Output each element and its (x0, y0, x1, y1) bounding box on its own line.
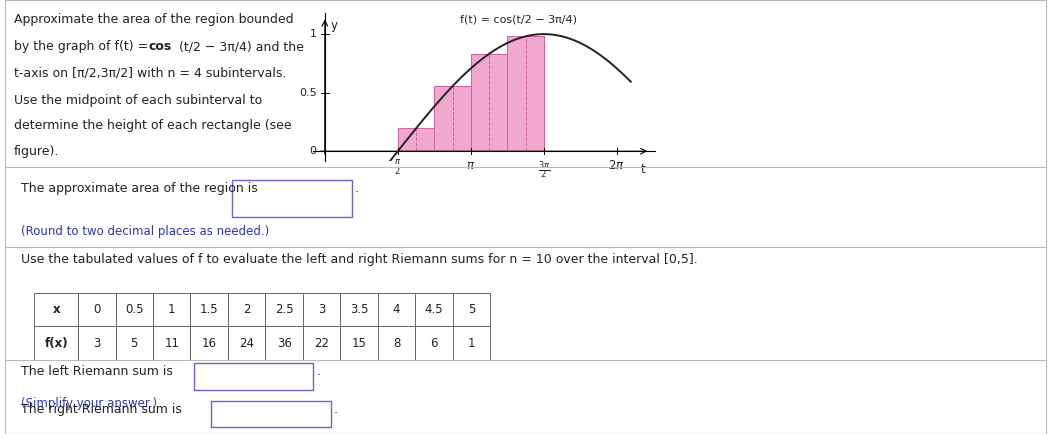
FancyBboxPatch shape (35, 293, 78, 326)
Text: 3: 3 (94, 337, 101, 350)
Text: determine the height of each rectangle (see: determine the height of each rectangle (… (15, 118, 292, 132)
Text: 2: 2 (243, 303, 250, 316)
Text: (Round to two decimal places as needed.): (Round to two decimal places as needed.) (21, 225, 269, 238)
Bar (471, 54, 508, 151)
Text: 3.5: 3.5 (350, 303, 368, 316)
Text: 5: 5 (468, 303, 475, 316)
Text: 6: 6 (430, 337, 437, 350)
Text: (t/2 − 3π/4) and the: (t/2 − 3π/4) and the (174, 40, 304, 53)
FancyBboxPatch shape (415, 293, 453, 326)
Text: 8: 8 (393, 337, 400, 350)
FancyBboxPatch shape (303, 326, 341, 360)
FancyBboxPatch shape (193, 363, 313, 390)
Text: 16: 16 (202, 337, 217, 350)
Text: (Simplify your answer.): (Simplify your answer.) (21, 397, 157, 410)
Text: $\pi$: $\pi$ (467, 159, 475, 172)
FancyBboxPatch shape (78, 293, 116, 326)
Bar (508, 36, 543, 151)
FancyBboxPatch shape (232, 180, 352, 217)
Text: f(x): f(x) (44, 337, 68, 350)
Text: 1.5: 1.5 (200, 303, 219, 316)
Text: .: . (355, 181, 358, 194)
FancyBboxPatch shape (341, 326, 377, 360)
Text: 4: 4 (393, 303, 400, 316)
Text: t-axis on [π/2,3π/2] with n = 4 subintervals.: t-axis on [π/2,3π/2] with n = 4 subinter… (15, 67, 287, 80)
FancyBboxPatch shape (453, 293, 490, 326)
Text: Approximate the area of the region bounded: Approximate the area of the region bound… (15, 13, 294, 26)
Text: 0: 0 (309, 146, 316, 156)
FancyBboxPatch shape (377, 293, 415, 326)
FancyBboxPatch shape (228, 326, 266, 360)
Bar (398, 128, 434, 151)
FancyBboxPatch shape (341, 293, 377, 326)
Text: by the graph of f(t) =: by the graph of f(t) = (15, 40, 152, 53)
Text: x: x (53, 303, 60, 316)
FancyBboxPatch shape (266, 326, 303, 360)
Text: $2\pi$: $2\pi$ (609, 159, 625, 172)
Text: .: . (316, 365, 321, 378)
Text: t: t (641, 163, 645, 176)
FancyBboxPatch shape (211, 401, 331, 427)
Text: Use the midpoint of each subinterval to: Use the midpoint of each subinterval to (15, 94, 263, 107)
Text: 1: 1 (468, 337, 475, 350)
Text: 0: 0 (94, 303, 101, 316)
FancyBboxPatch shape (453, 326, 490, 360)
Text: 5: 5 (130, 337, 138, 350)
Text: $\frac{3\pi}{2}$: $\frac{3\pi}{2}$ (538, 159, 550, 181)
FancyBboxPatch shape (190, 326, 228, 360)
FancyBboxPatch shape (303, 293, 341, 326)
Text: figure).: figure). (15, 145, 60, 158)
FancyBboxPatch shape (116, 293, 153, 326)
FancyBboxPatch shape (415, 326, 453, 360)
Text: The approximate area of the region is: The approximate area of the region is (21, 181, 257, 194)
Text: 11: 11 (164, 337, 180, 350)
FancyBboxPatch shape (78, 326, 116, 360)
Text: 1: 1 (309, 29, 316, 39)
Text: The left Riemann sum is: The left Riemann sum is (21, 365, 172, 378)
Text: $\frac{\pi}{2}$: $\frac{\pi}{2}$ (394, 159, 401, 178)
Text: 22: 22 (314, 337, 329, 350)
FancyBboxPatch shape (116, 326, 153, 360)
FancyBboxPatch shape (228, 293, 266, 326)
Text: 1: 1 (168, 303, 176, 316)
Text: 3: 3 (317, 303, 325, 316)
FancyBboxPatch shape (153, 293, 190, 326)
Text: 15: 15 (352, 337, 367, 350)
Text: 0.5: 0.5 (125, 303, 144, 316)
Text: 2.5: 2.5 (274, 303, 293, 316)
FancyBboxPatch shape (190, 293, 228, 326)
Text: The right Riemann sum is: The right Riemann sum is (21, 403, 182, 416)
Bar (434, 86, 471, 151)
Text: 4.5: 4.5 (425, 303, 444, 316)
Text: .: . (334, 403, 338, 416)
Text: 36: 36 (276, 337, 291, 350)
Text: 0.5: 0.5 (298, 88, 316, 98)
FancyBboxPatch shape (377, 326, 415, 360)
Text: f(t) = cos(t/2 − 3π/4): f(t) = cos(t/2 − 3π/4) (459, 15, 577, 25)
Text: y: y (330, 19, 337, 32)
Text: 24: 24 (240, 337, 254, 350)
FancyBboxPatch shape (153, 326, 190, 360)
Text: Use the tabulated values of f to evaluate the left and right Riemann sums for n : Use the tabulated values of f to evaluat… (21, 253, 698, 266)
Text: cos: cos (148, 40, 171, 53)
FancyBboxPatch shape (266, 293, 303, 326)
FancyBboxPatch shape (35, 326, 78, 360)
